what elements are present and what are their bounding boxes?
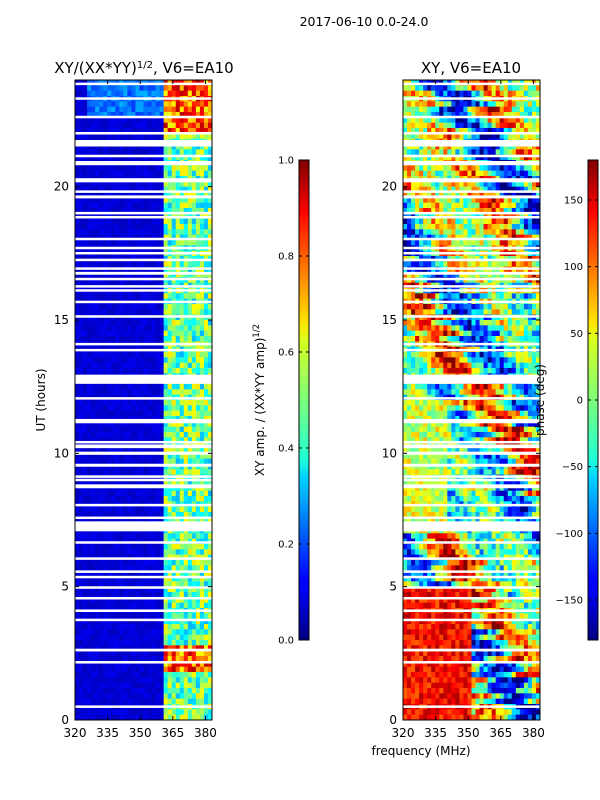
y-tick-label: 20 <box>54 180 69 194</box>
colorbar-tick-label: −50 <box>562 462 583 473</box>
x-tick-label: 320 <box>64 726 87 740</box>
x-tick-label: 380 <box>522 726 545 740</box>
y-tick-label: 0 <box>61 713 69 727</box>
colorbar-tick-label: 0.6 <box>278 348 294 359</box>
y-tick-label: 15 <box>382 313 397 327</box>
x-tick-label: 350 <box>457 726 480 740</box>
phase-panel-title: XY, V6=EA10 <box>421 59 521 77</box>
phase-panel: XY, V6=EA10 320 335 350 365 380 0 5 10 15 20 <box>382 59 545 740</box>
amplitude-colorbar: 0.0 0.2 0.4 0.6 0.8 1.0 XY amp. / (XX*YY amp)… <box>252 156 310 647</box>
x-tick-label: 335 <box>96 726 119 740</box>
phase-heatmap <box>403 80 540 720</box>
colorbar-tick-label: 100 <box>564 262 583 273</box>
y-tick-label: 10 <box>382 446 397 460</box>
x-tick-label: 365 <box>489 726 512 740</box>
x-tick-label: 365 <box>161 726 184 740</box>
figure-title: 2017-06-10 0.0-24.0 <box>300 14 429 29</box>
amplitude-colorbar-gradient <box>298 159 310 641</box>
y-tick-label: 5 <box>389 580 397 594</box>
colorbar-tick-label: 50 <box>570 329 583 340</box>
x-tick-label: 380 <box>194 726 217 740</box>
amplitude-heatmap <box>75 80 212 720</box>
x-tick-label: 335 <box>424 726 447 740</box>
x-tick-label: 350 <box>129 726 152 740</box>
colorbar-tick-label: 0.0 <box>278 636 294 647</box>
y-tick-label: 20 <box>382 180 397 194</box>
colorbar-tick-label: −150 <box>556 596 583 607</box>
phase-colorbar: −150 −100 −50 0 50 100 150 phase (deg) <box>533 159 599 641</box>
amplitude-panel: XY/(XX*YY)1/2, V6=EA10 320 335 350 365 380 0 5… <box>34 59 234 740</box>
phase-colorbar-label: phase (deg) <box>533 364 547 436</box>
colorbar-tick-label: 1.0 <box>278 156 294 167</box>
phase-axes-frame <box>402 79 541 721</box>
frequency-xlabel: frequency (MHz) <box>371 744 470 758</box>
x-tick-label: 320 <box>392 726 415 740</box>
amplitude-ylabel: UT (hours) <box>34 368 48 431</box>
y-tick-label: 0 <box>389 713 397 727</box>
colorbar-tick-label: −100 <box>556 529 583 540</box>
y-tick-label: 15 <box>54 313 69 327</box>
colorbar-tick-label: 150 <box>564 196 583 207</box>
colorbar-tick-label: 0.4 <box>278 444 294 455</box>
colorbar-tick-label: 0.8 <box>278 252 294 263</box>
y-tick-label: 5 <box>61 580 69 594</box>
colorbar-tick-label: 0 <box>577 396 583 407</box>
amplitude-colorbar-label: XY amp. / (XX*YY amp)1/2 <box>252 324 267 476</box>
y-tick-label: 10 <box>54 446 69 460</box>
colorbar-tick-label: 0.2 <box>278 540 294 551</box>
amplitude-panel-title: XY/(XX*YY)1/2, V6=EA10 <box>54 59 233 77</box>
amplitude-axes-frame <box>74 79 213 721</box>
